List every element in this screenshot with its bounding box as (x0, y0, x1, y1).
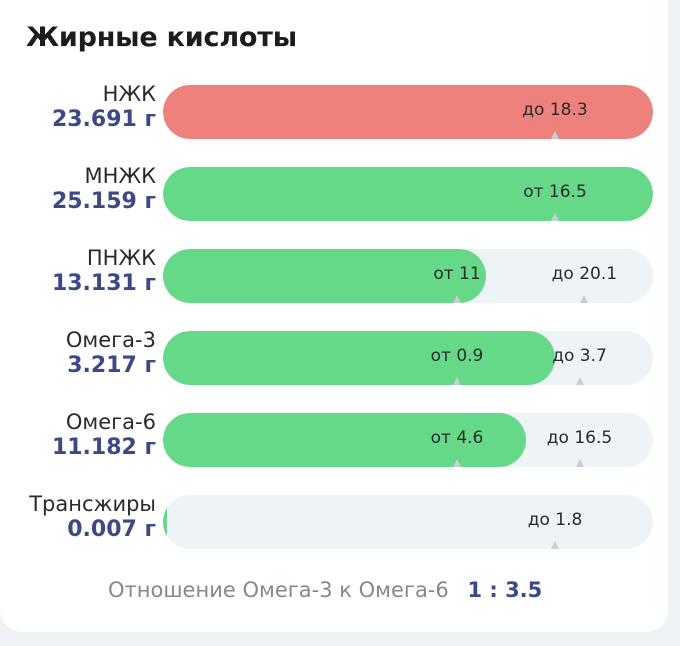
progress-fill (163, 495, 167, 549)
nutrient-amount: 0.007 г (67, 517, 156, 542)
nutrient-amount: 25.159 г (51, 189, 156, 214)
norm-marker-label: до 3.7 (552, 346, 607, 366)
marker-triangle-icon (575, 377, 584, 385)
progress-track: до 1.8 (163, 495, 653, 549)
nutrient-label: Трансжиры (29, 492, 156, 516)
progress-fill (163, 331, 555, 385)
nutrient-row[interactable]: ПНЖК 13.131 г от 11 до 20.1 (0, 246, 660, 303)
progress-fill (163, 249, 487, 303)
marker-triangle-icon (453, 377, 461, 385)
progress-track: от 11 до 20.1 (163, 249, 653, 303)
norm-marker-label: до 1.8 (527, 510, 583, 530)
nutrient-label: Омега-6 (65, 410, 156, 434)
norm-marker-label: от 0.9 (430, 346, 484, 366)
omega-ratio: Отношение Омега-3 к Омега-6 1 : 3.5 (108, 578, 542, 602)
nutrient-label: НЖК (102, 82, 156, 106)
nutrient-row[interactable]: Омега-6 11.182 г от 4.6 до 16.5 (0, 410, 660, 467)
fatty-acids-card: Жирные кислоты НЖК 23.691 г до 18.3 МНЖК 25.… (0, 0, 668, 632)
norm-marker-label: до 20.1 (551, 264, 618, 284)
nutrient-row[interactable]: МНЖК 25.159 г от 16.5 (0, 164, 660, 221)
marker-triangle-icon (551, 213, 559, 221)
norm-marker-label: от 16.5 (523, 182, 587, 202)
nutrient-amount: 11.182 г (51, 435, 156, 460)
norm-marker-label: до 18.3 (522, 100, 588, 120)
progress-track: от 0.9 до 3.7 (163, 331, 653, 385)
omega-ratio-label: Отношение Омега-3 к Омега-6 (108, 578, 449, 602)
norm-marker-label: до 16.5 (546, 428, 613, 448)
marker-triangle-icon (575, 459, 584, 467)
nutrient-amount: 23.691 г (51, 107, 156, 132)
progress-track: до 18.3 (163, 85, 653, 139)
progress-fill (163, 167, 653, 221)
marker-triangle-icon (580, 295, 589, 303)
progress-track: от 16.5 (163, 167, 653, 221)
nutrient-label: МНЖК (84, 164, 156, 188)
marker-triangle-icon (453, 459, 461, 467)
card-title: Жирные кислоты (26, 22, 297, 53)
progress-fill (163, 413, 526, 467)
marker-triangle-icon (551, 131, 559, 139)
norm-marker-label: от 4.6 (430, 428, 484, 448)
marker-triangle-icon (453, 295, 461, 303)
nutrient-amount: 3.217 г (67, 353, 156, 378)
progress-fill (163, 85, 653, 139)
nutrient-amount: 13.131 г (51, 271, 156, 296)
nutrient-label: Омега-3 (65, 328, 156, 352)
nutrient-label: ПНЖК (86, 246, 156, 270)
nutrient-row[interactable]: НЖК 23.691 г до 18.3 (0, 82, 660, 139)
norm-marker-label: от 11 (433, 264, 481, 284)
marker-triangle-icon (551, 541, 559, 549)
nutrient-row[interactable]: Омега-3 3.217 г от 0.9 до 3.7 (0, 328, 660, 385)
progress-track: от 4.6 до 16.5 (163, 413, 653, 467)
omega-ratio-value: 1 : 3.5 (467, 578, 543, 602)
nutrient-row[interactable]: Трансжиры 0.007 г до 1.8 (0, 492, 660, 549)
